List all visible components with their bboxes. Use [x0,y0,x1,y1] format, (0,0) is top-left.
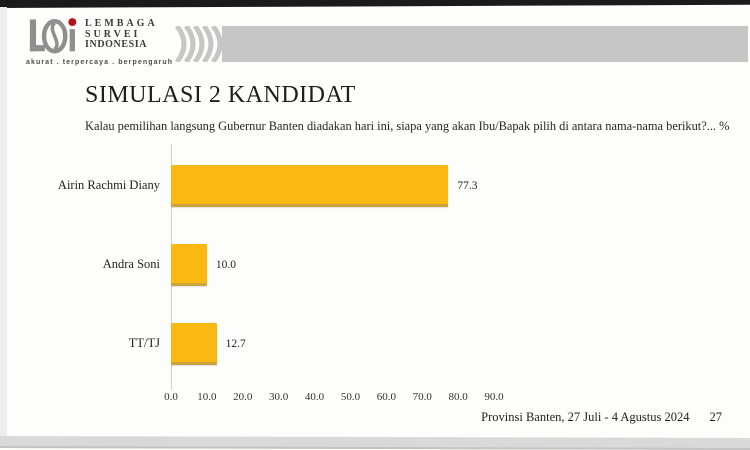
x-tick-label: 0.0 [164,391,178,403]
x-tick-label: 40.0 [304,391,325,403]
x-tick-label: 30.0 [269,391,289,403]
page-title: SIMULASI 2 KANDIDAT [85,82,356,108]
bar-row: TT/TJ 12.7 [0,304,750,383]
bar-area: 10.0 [171,243,750,286]
banner-stripes-icon [174,26,748,62]
logo-wordmark: LEMBAGA SURVEI INDONESIA [85,15,158,51]
value-label: 77.3 [457,179,478,192]
x-tick-label: 90.0 [484,391,504,403]
x-tick-label: 20.0 [233,391,253,403]
category-label: TT/TJ [128,336,160,350]
bottom-edge-band [0,436,750,450]
page-number: 27 [709,410,723,424]
value-label: 10.0 [215,258,236,271]
x-tick-label: 50.0 [340,391,361,403]
bar [171,322,217,365]
slide-footer: Provinsi Banten, 27 Juli - 4 Agustus 202… [0,410,722,425]
x-tick-label: 60.0 [376,391,396,403]
value-label: 12.7 [225,337,246,350]
lsi-logo-icon [29,18,77,54]
bar [171,164,449,207]
bar-chart: Airin Rachmi Diany 77.3 Andra Soni 10.0 TT/T… [0,146,750,383]
left-edge-strip [0,7,7,437]
lsi-logo: LEMBAGA SURVEI INDONESIA [24,15,158,61]
logo-line: LEMBAGA [85,18,158,29]
survey-question: Kalau pemilihan langsung Gubernur Banten… [85,119,730,133]
bar-area: 77.3 [171,164,750,207]
category-label: Airin Rachmi Diany [57,178,160,192]
bar-row: Airin Rachmi Diany 77.3 [0,146,750,225]
x-tick-label: 80.0 [448,391,468,403]
bar-area: 12.7 [171,322,750,365]
category-label: Andra Soni [102,257,160,271]
bar-row: Andra Soni 10.0 [0,225,750,304]
logo-line: INDONESIA [85,39,148,50]
bar [171,243,207,286]
logo-line: SURVEI [85,28,141,40]
x-tick-label: 10.0 [197,391,217,403]
logo-red-dot [68,18,77,27]
footer-caption: Provinsi Banten, 27 Juli - 4 Agustus 202… [481,410,690,424]
logo-tagline: akurat . terpercaya . berpengaruh [26,59,174,66]
x-tick-label: 70.0 [412,391,432,403]
top-border-bar [0,0,750,8]
x-axis-ticks: 0.0 10.0 20.0 30.0 40.0 50.0 60.0 70.0 80.0 90.0 [0,391,750,407]
header-banner [170,26,748,62]
